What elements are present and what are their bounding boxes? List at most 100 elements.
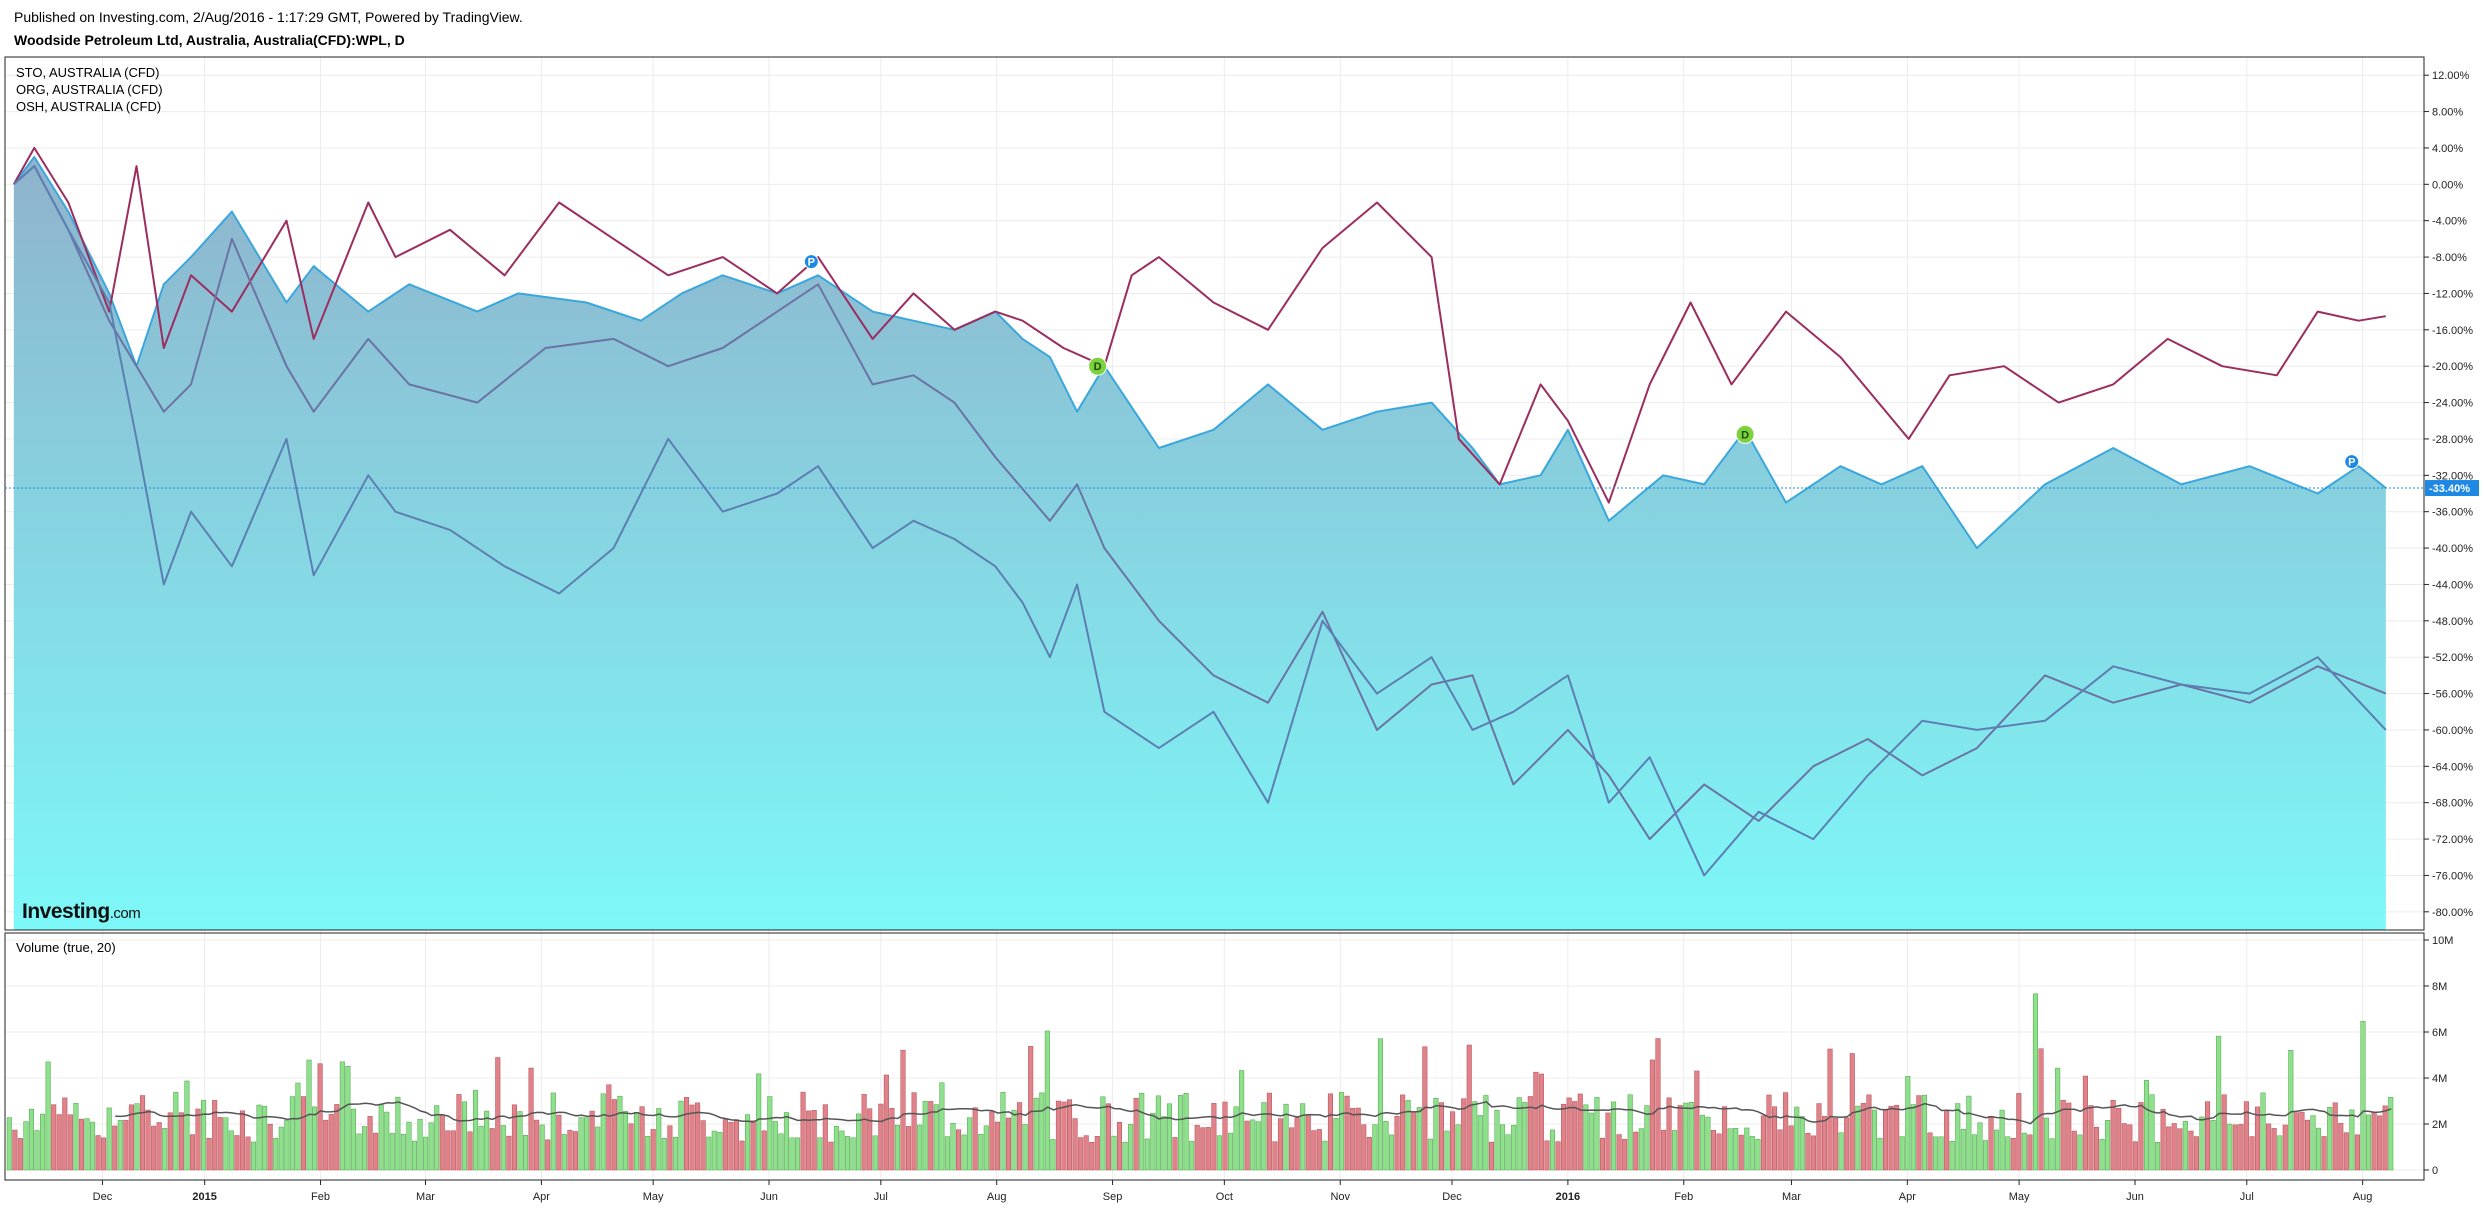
axes: 12.00% 8.00% 4.00% 0.00% -4.00% -8.00% -12.00%… [4, 56, 2479, 1203]
volume-bar [2038, 1048, 2044, 1171]
volume-bar [1588, 1112, 1594, 1171]
volume-bar [756, 1073, 762, 1171]
volume-bar [461, 1101, 468, 1171]
volume-bar [1594, 1097, 1600, 1171]
svg-text:P: P [2348, 457, 2355, 469]
volume-bar [617, 1095, 623, 1171]
volume-bar [300, 1096, 307, 1171]
volume-bar [1500, 1124, 1506, 1171]
volume-bar [2171, 1123, 2177, 1171]
volume-bar [917, 1124, 923, 1171]
volume-bar [1855, 1105, 1861, 1171]
volume-bar [2254, 1106, 2261, 1171]
volume-bar [739, 1140, 745, 1171]
volume-bar [1105, 1103, 1111, 1171]
volume-bar [395, 1096, 401, 1171]
y-tick-label: -20.00% [2432, 361, 2473, 373]
volume-bar [1905, 1076, 1911, 1171]
volume-bar [1183, 1093, 1189, 1171]
volume-bar [767, 1096, 773, 1171]
volume-bar [2016, 1093, 2022, 1171]
event-marker[interactable]: P [2344, 454, 2360, 470]
volume-bar [883, 1074, 889, 1171]
volume-bar [1655, 1038, 1661, 1171]
x-tick-label: Jun [760, 1191, 778, 1203]
volume-bar [1244, 1120, 1250, 1171]
dividend-marker[interactable]: D [1735, 424, 1755, 444]
volume-bar [1561, 1103, 1567, 1171]
volume-bar [1877, 1137, 1883, 1171]
volume-bar [139, 1095, 146, 1171]
volume-bar [833, 1126, 839, 1171]
volume-bar [456, 1094, 462, 1171]
series-line-osh[interactable] [13, 165, 2387, 877]
volume-bar [1388, 1134, 1395, 1171]
volume-bar [1760, 1115, 1766, 1171]
volume-bar [2210, 1119, 2216, 1171]
volume-bar [162, 1128, 168, 1171]
volume-bar [1538, 1073, 1544, 1171]
wpl-area [13, 157, 2386, 930]
vol-tick-label: 2M [2432, 1119, 2447, 1131]
legend-item-osh[interactable]: OSH, AUSTRALIA (CFD) [16, 99, 162, 114]
series-line-wpl[interactable] [13, 156, 2387, 550]
volume-bar [2138, 1102, 2144, 1171]
series-line-org[interactable] [12, 146, 2386, 504]
volume-bar [1688, 1101, 1694, 1171]
volume-bar [1128, 1124, 1134, 1171]
legend-item-org[interactable]: ORG, AUSTRALIA (CFD) [16, 82, 163, 97]
volume-bar [839, 1130, 845, 1171]
volume-bar [861, 1094, 867, 1171]
volume-bar [1200, 1127, 1206, 1171]
volume-bar [2293, 1112, 2299, 1171]
volume-bar [1350, 1108, 1356, 1171]
volume-bar [378, 1104, 384, 1171]
y-tick-label: -24.00% [2432, 398, 2473, 410]
volume-bar [1910, 1104, 1916, 1171]
volume-ma-line [115, 1100, 2392, 1125]
volume-bar [950, 1123, 956, 1171]
volume-bar [1677, 1105, 1683, 1171]
volume-bar [1416, 1107, 1422, 1171]
dividend-marker[interactable]: D [1088, 356, 1108, 376]
volume-bar [56, 1114, 62, 1171]
volume-bar [956, 1129, 962, 1171]
volume-bar [167, 1112, 173, 1171]
volume-bar [1166, 1103, 1172, 1171]
volume-bar [1627, 1094, 1633, 1171]
volume-bar [1833, 1117, 1839, 1171]
volume-bar [2177, 1128, 2183, 1171]
volume-bar [284, 1119, 290, 1171]
volume-bar [561, 1134, 567, 1171]
volume-bar [2082, 1075, 2088, 1171]
volume-bar [2243, 1101, 2249, 1171]
event-marker[interactable]: P [803, 254, 819, 270]
volume-bar [1555, 1141, 1561, 1171]
volume-bar [2354, 1134, 2360, 1171]
volume-bar [151, 1125, 157, 1171]
x-tick-label: May [643, 1191, 664, 1203]
event-markers[interactable]: P D D P [803, 254, 2360, 470]
volume-bar [12, 1129, 18, 1171]
volume-bar [112, 1125, 118, 1171]
volume-bar [994, 1121, 1000, 1171]
volume-bar [400, 1133, 406, 1171]
volume-bar [1339, 1092, 1345, 1171]
legend-item-sto[interactable]: STO, AUSTRALIA (CFD) [16, 65, 160, 80]
volume-bar [867, 1108, 873, 1171]
volume-bar [1738, 1134, 1744, 1171]
volume-bar [156, 1122, 162, 1171]
y-tick-label: -28.00% [2432, 434, 2473, 446]
volume-bar [689, 1104, 695, 1171]
series-line-sto[interactable] [13, 165, 2387, 841]
vol-tick-label: 10M [2432, 935, 2453, 947]
x-tick-label: Sep [1103, 1191, 1123, 1203]
volume-bar [1261, 1102, 1267, 1171]
volume-bar [339, 1061, 345, 1171]
volume-bar [1239, 1070, 1245, 1171]
volume-bar [1544, 1140, 1550, 1171]
volume-bar [145, 1109, 151, 1171]
volume-bar [706, 1136, 712, 1171]
volume-bar [1794, 1106, 1800, 1171]
